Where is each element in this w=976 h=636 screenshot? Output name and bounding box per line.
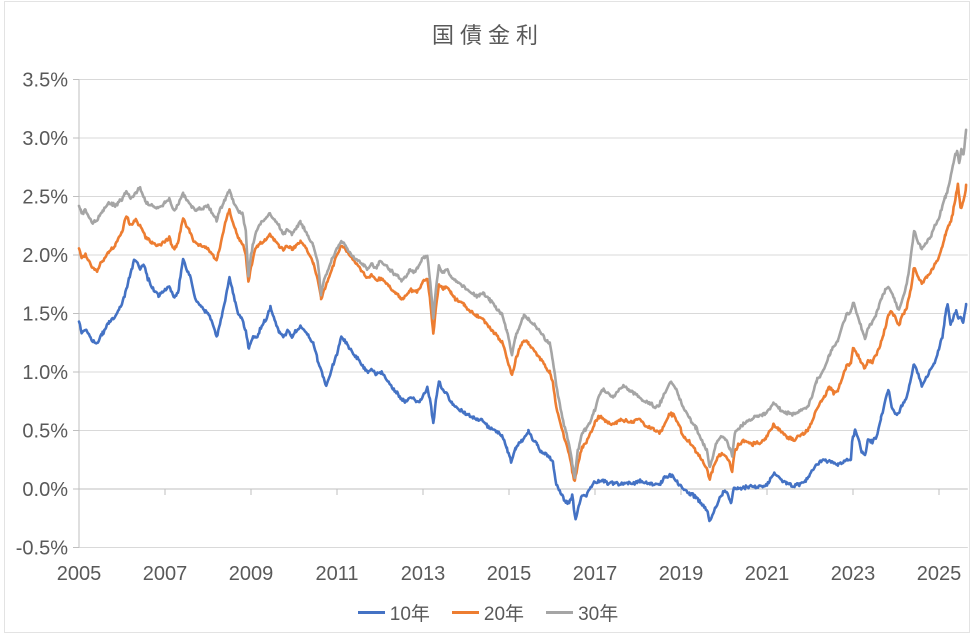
y-tick-label: -0.5% (16, 538, 68, 560)
x-tick-label: 2009 (229, 563, 274, 585)
y-tick-label: 3.5% (22, 70, 68, 92)
legend-swatch-10y (357, 611, 385, 614)
legend-label-20y: 20年 (483, 604, 525, 625)
legend-swatch-20y (451, 611, 479, 614)
series-line-20年 (77, 182, 968, 482)
legend-swatch-30y (546, 611, 574, 614)
y-tick-label: 2.5% (22, 187, 68, 209)
x-tick-label: 2011 (315, 563, 358, 585)
x-tick-label: 2005 (57, 563, 102, 585)
legend-item-10y: 10年 (357, 599, 430, 626)
x-tick-label: 2017 (573, 563, 618, 585)
y-tick-label: 1.0% (22, 362, 68, 384)
series-line-30年 (77, 128, 968, 480)
plot-area: 3.5% 3.0% 2.5% 2.0% 1.5% 1.0% 0.5% 0.0% -0.5% 200… (16, 70, 968, 585)
y-tick-label: 1.5% (22, 304, 68, 326)
x-tick-label: 2015 (487, 563, 532, 585)
legend-label-10y: 10年 (389, 604, 430, 625)
series-line-10年 (77, 257, 968, 523)
legend: 10年 20年 30年 (5, 599, 971, 626)
legend-item-20y: 20年 (451, 599, 525, 626)
x-tick-label: 2019 (659, 563, 704, 585)
x-tick-label: 2023 (831, 563, 876, 585)
x-tick-label: 2021 (745, 563, 790, 585)
x-tick-label: 2007 (143, 563, 188, 585)
y-tick-label: 0.5% (22, 421, 68, 443)
y-tick-label: 2.0% (22, 245, 68, 267)
chart-container: 国債金利 3.5% 3.0% 2.5% 2.0% 1.5% 1.0% 0.5% 0.0% -0.… (4, 1, 970, 633)
x-tick-label: 2025 (917, 563, 962, 585)
legend-item-30y: 30年 (546, 599, 618, 626)
y-tick-label: 0.0% (22, 479, 68, 501)
x-tick-label: 2013 (401, 563, 446, 585)
chart-title: 国債金利 (431, 23, 544, 48)
legend-label-30y: 30年 (578, 604, 619, 625)
y-tick-label: 3.0% (22, 128, 68, 150)
